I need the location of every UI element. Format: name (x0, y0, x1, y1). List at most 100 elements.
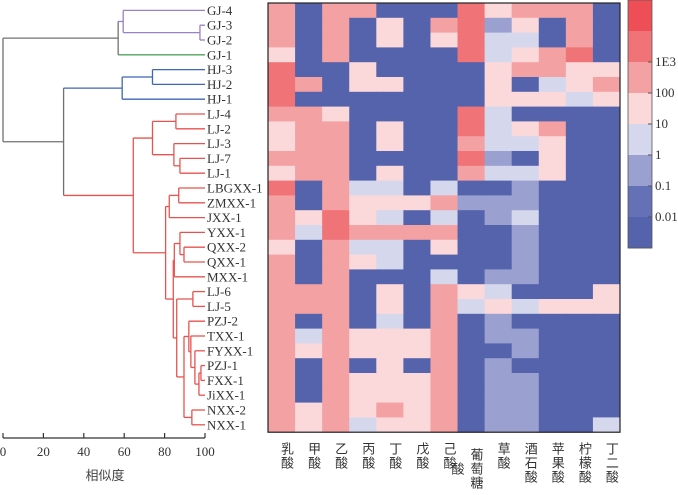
heatmap-cell (295, 151, 323, 167)
heatmap-cell (484, 151, 513, 167)
heatmap-cell (457, 328, 486, 344)
heatmap-cell (430, 47, 459, 63)
heatmap-cell (349, 195, 377, 211)
heatmap-cell (403, 269, 431, 285)
similarity-axis: 0 20 40 60 80 100 (0, 433, 215, 459)
heatmap-cell (430, 299, 459, 315)
heatmap-cell (430, 225, 459, 241)
colorbar-bin (628, 155, 652, 187)
heatmap-cell (295, 299, 323, 315)
heatmap-cell (295, 195, 323, 211)
heatmap-cell (592, 62, 621, 78)
heatmap-cell (295, 284, 323, 300)
heatmap-cell (565, 387, 594, 404)
heatmap-cell (349, 32, 377, 48)
heatmap-cell (430, 32, 459, 48)
heatmap-cell (322, 106, 350, 122)
heatmap-cell (538, 3, 567, 19)
heatmap-cell (349, 47, 377, 63)
heatmap-cell (268, 62, 296, 78)
heatmap-cell (376, 77, 404, 93)
heatmap-cell (538, 136, 567, 152)
heatmap-cell (268, 328, 296, 344)
heatmap-cell (457, 106, 486, 122)
colorbar-bin (628, 0, 652, 32)
heatmap-cell (565, 343, 594, 359)
heatmap-cell (349, 417, 377, 433)
heatmap-cell (511, 284, 540, 300)
heatmap-cell (349, 62, 377, 78)
heatmap-cell (403, 32, 431, 48)
heatmap-cell (484, 165, 513, 182)
row-label: QXX-2 (207, 240, 246, 255)
colorbar-tick-label: 10 (655, 116, 668, 131)
row-label: HJ-3 (207, 62, 232, 77)
heatmap-cell (403, 387, 431, 404)
axis-tick-label: 100 (195, 444, 215, 459)
heatmap-cell (295, 358, 323, 374)
heatmap-cell (322, 151, 350, 167)
row-label: LJ-2 (207, 121, 231, 136)
row-label: FXX-1 (207, 373, 244, 388)
heatmap-cell (376, 299, 404, 315)
heatmap-cell (403, 402, 431, 418)
heatmap-cell (295, 32, 323, 48)
axis-tick-label: 40 (77, 444, 90, 459)
heatmap-cell (349, 210, 377, 226)
heatmap-cell (565, 417, 594, 433)
heatmap-cell (592, 402, 621, 418)
heatmap-cell (592, 17, 621, 34)
heatmap-cell (538, 299, 567, 315)
heatmap-cell (295, 62, 323, 78)
heatmap-cell (538, 195, 567, 211)
heatmap-cell (592, 284, 621, 300)
heatmap-cell (349, 328, 377, 344)
heatmap-cell (376, 17, 404, 34)
heatmap-cell (349, 165, 377, 182)
heatmap-cell (376, 387, 404, 404)
heatmap-cell (511, 239, 540, 256)
heatmap-cell (538, 91, 567, 108)
heatmap-cell (511, 151, 540, 167)
heatmap-cell (592, 387, 621, 404)
heatmap-cell (565, 165, 594, 182)
axis-tick-label: 80 (158, 444, 171, 459)
heatmap-cell (538, 17, 567, 34)
heatmap-cell (403, 121, 431, 137)
heatmap-cell (430, 358, 459, 374)
row-label: PZJ-2 (207, 314, 238, 329)
colorbar-bin (628, 217, 652, 249)
heatmap-cell (376, 239, 404, 256)
heatmap-cell (295, 328, 323, 344)
column-label: 己酸 (440, 442, 456, 470)
axis-tick-label: 0 (0, 444, 6, 459)
row-label: HJ-1 (207, 92, 232, 107)
colorbar-bin (628, 124, 652, 156)
heatmap-cell (349, 387, 377, 404)
heatmap-cell (322, 402, 350, 418)
row-label: TXX-1 (207, 329, 245, 344)
heatmap-cell (430, 313, 459, 330)
heatmap-cell (403, 417, 431, 433)
heatmap-cell (268, 3, 296, 19)
heatmap-cell (322, 32, 350, 48)
heatmap-cell (538, 328, 567, 344)
heatmap-cell (322, 165, 350, 182)
heatmap-cell (268, 387, 296, 404)
heatmap-cell (484, 210, 513, 226)
heatmap-cell (538, 225, 567, 241)
heatmap-cell (565, 77, 594, 93)
column-label: 丁酸 (386, 442, 402, 470)
heatmap-cell (457, 195, 486, 211)
heatmap-cell (484, 77, 513, 93)
heatmap-cell (403, 136, 431, 152)
heatmap-cell (511, 136, 540, 152)
heatmap-cell (592, 299, 621, 315)
heatmap-cell (592, 343, 621, 359)
heatmap-cell (484, 417, 513, 433)
heatmap-cell (295, 402, 323, 418)
colorbar-tick-label: 1E3 (655, 54, 676, 69)
heatmap-cell (484, 136, 513, 152)
heatmap-cell (376, 328, 404, 344)
heatmap-cell (484, 62, 513, 78)
